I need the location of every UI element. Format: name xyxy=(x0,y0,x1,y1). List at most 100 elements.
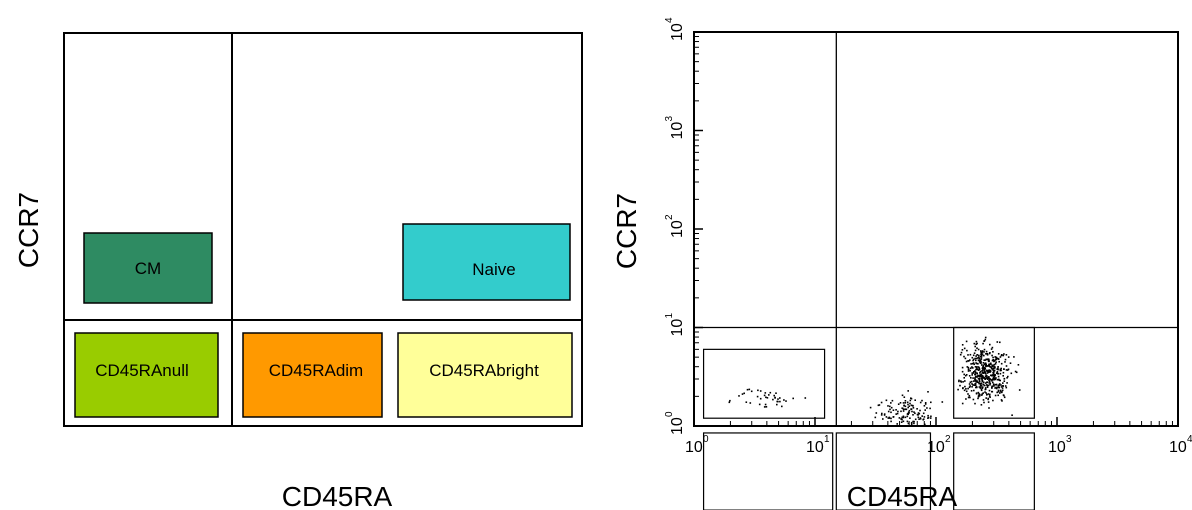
scatter-point xyxy=(889,408,891,411)
scatter-point xyxy=(993,363,996,366)
scatter-point xyxy=(1005,369,1008,371)
scatter-point xyxy=(978,361,981,363)
scatter-point xyxy=(997,386,999,389)
scatter-y-axis-title: CCR7 xyxy=(611,193,642,269)
scatter-point xyxy=(987,384,990,387)
scatter-point xyxy=(887,410,890,413)
scatter-point xyxy=(992,369,995,372)
scatter-point xyxy=(965,340,968,343)
scatter-point xyxy=(899,402,902,404)
scatter-point xyxy=(910,404,913,407)
y-tick-label: 104 xyxy=(664,17,686,41)
scatter-point xyxy=(981,364,983,366)
scatter-point xyxy=(982,386,984,388)
scatter-point xyxy=(982,365,985,368)
scatter-point xyxy=(914,418,917,421)
scatter-point xyxy=(962,387,964,390)
scatter-point xyxy=(765,406,768,408)
scatter-point xyxy=(984,362,987,365)
scatter-point xyxy=(979,359,982,362)
scatter-point xyxy=(772,398,774,401)
scatter-gate xyxy=(953,432,1035,510)
scatter-point xyxy=(979,386,982,389)
gate-box-cd45rabright xyxy=(397,332,573,418)
scatter-point xyxy=(919,409,921,412)
scatter-point xyxy=(929,407,931,410)
scatter-point xyxy=(968,386,971,388)
scatter-point xyxy=(968,368,970,371)
scatter-point xyxy=(912,407,915,409)
scatter-point xyxy=(890,417,892,420)
gate-box-cd45radim xyxy=(242,332,383,418)
scatter-point xyxy=(978,395,981,397)
scatter-point xyxy=(987,401,990,403)
schematic-panel: CM Naive CD45RAnull CD45RAdim CD45RAbrig… xyxy=(13,32,583,510)
scatter-point xyxy=(986,381,989,383)
y-tick-exponent: 3 xyxy=(664,116,675,122)
scatter-point xyxy=(990,362,992,365)
scatter-point xyxy=(924,409,926,411)
gate-box-cd45ranull xyxy=(74,332,219,418)
scatter-point xyxy=(1013,356,1015,358)
scatter-point xyxy=(1009,362,1012,364)
scatter-point xyxy=(763,406,766,408)
scatter-point xyxy=(974,345,976,348)
scatter-point xyxy=(970,380,973,383)
scatter-point xyxy=(991,380,993,382)
scatter-point xyxy=(989,371,992,373)
scatter-point xyxy=(983,401,985,404)
scatter-point xyxy=(888,416,891,419)
scatter-point xyxy=(804,397,807,399)
scatter-point xyxy=(981,375,984,377)
scatter-point xyxy=(887,417,890,419)
scatter-point xyxy=(967,393,969,395)
scatter-point xyxy=(908,405,911,407)
scatter-point xyxy=(989,396,991,398)
scatter-point xyxy=(749,402,752,404)
scatter-point xyxy=(979,372,981,374)
scatter-point xyxy=(988,365,990,367)
scatter-point xyxy=(982,381,985,384)
scatter-point xyxy=(963,377,965,379)
scatter-point xyxy=(994,363,997,365)
scatter-point xyxy=(995,387,998,390)
scatter-point xyxy=(901,407,903,409)
scatter-point xyxy=(921,415,923,417)
scatter-point xyxy=(996,372,998,374)
scatter-point xyxy=(977,348,980,351)
scatter-point xyxy=(974,379,976,382)
scatter-point xyxy=(981,351,984,353)
scatter-point xyxy=(992,378,994,380)
scatter-point xyxy=(776,403,778,406)
scatter-point xyxy=(916,413,919,416)
scatter-point xyxy=(923,416,926,418)
scatter-point xyxy=(748,388,751,391)
scatter-point xyxy=(972,384,974,386)
scatter-point xyxy=(974,402,976,405)
scatter-point xyxy=(982,369,984,371)
scatter-point xyxy=(971,386,973,388)
y-tick-base: 10 xyxy=(669,417,686,435)
scatter-point xyxy=(995,358,997,361)
scatter-point xyxy=(985,353,987,355)
scatter-point xyxy=(980,384,983,386)
scatter-point xyxy=(994,366,996,368)
gate-label-cm: CM xyxy=(135,259,161,278)
scatter-point xyxy=(892,416,895,418)
scatter-point xyxy=(1003,377,1006,380)
y-tick-base: 10 xyxy=(669,23,686,41)
scatter-point xyxy=(987,397,990,400)
scatter-point xyxy=(977,366,980,368)
scatter-point xyxy=(992,383,995,385)
scatter-point xyxy=(764,392,767,394)
scatter-point xyxy=(909,399,912,402)
scatter-gate xyxy=(835,432,932,510)
scatter-point xyxy=(985,358,988,361)
scatter-point xyxy=(1018,389,1021,391)
scatter-point xyxy=(1007,375,1009,378)
scatter-point xyxy=(900,421,903,423)
scatter-point xyxy=(992,356,994,359)
scatter-point xyxy=(988,376,990,378)
scatter-point xyxy=(984,375,987,378)
scatter-point xyxy=(971,383,973,385)
